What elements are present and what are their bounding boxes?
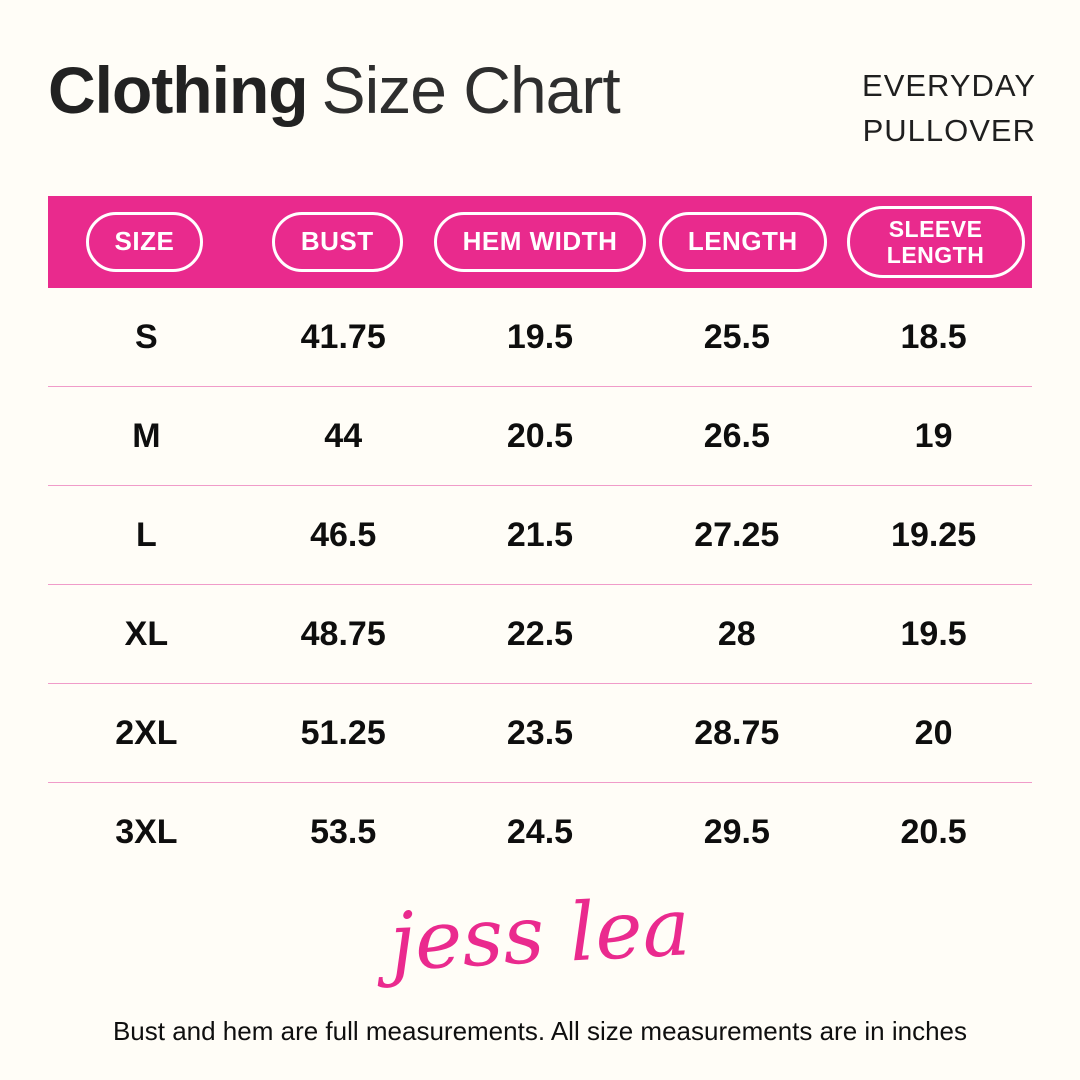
product-name-line1: EVERYDAY (862, 68, 1036, 103)
table-cell: 18.5 (900, 317, 967, 356)
table-cell: 19.5 (506, 317, 574, 356)
table-cell: 28.75 (694, 713, 780, 752)
column-pill-length: LENGTH (658, 212, 827, 272)
table-cell: 41.75 (300, 317, 386, 356)
table-cell: 29.5 (703, 812, 770, 851)
footer-note: Bust and hem are full measurements. All … (112, 1016, 968, 1046)
size-label: M (132, 416, 161, 455)
table-cell: 48.75 (300, 614, 386, 653)
table-cell: 19.5 (900, 614, 967, 653)
table-row: L 46.5 21.5 27.25 19.25 (48, 485, 1032, 584)
table-cell: 28 (717, 614, 756, 653)
table-cell: 46.5 (310, 515, 377, 554)
column-pill-hem-width: HEM WIDTH (433, 212, 647, 272)
table-cell: 23.5 (506, 713, 574, 752)
page-title-bold: Clothing (48, 53, 309, 127)
table-cell: 22.5 (506, 614, 574, 653)
product-name-line2: PULLOVER (862, 112, 1036, 148)
table-cell: 20.5 (506, 416, 574, 455)
size-label: S (135, 317, 158, 356)
size-label: 2XL (115, 713, 178, 752)
size-table: S 41.75 19.5 25.5 18.5 M 44 20.5 26.5 19… (48, 288, 1032, 881)
table-cell: 19.25 (891, 515, 977, 554)
table-cell: 44 (324, 416, 363, 455)
table-row: M 44 20.5 26.5 19 (48, 386, 1032, 485)
table-row: 3XL 53.5 24.5 29.5 20.5 (48, 782, 1032, 881)
table-cell: 25.5 (703, 317, 770, 356)
table-cell: 53.5 (310, 812, 377, 851)
table-cell: 20 (914, 713, 953, 752)
table-row: S 41.75 19.5 25.5 18.5 (48, 288, 1032, 386)
column-pill-size: SIZE (85, 212, 204, 272)
size-label: L (136, 515, 157, 554)
table-cell: 24.5 (506, 812, 574, 851)
size-label: XL (124, 614, 169, 653)
column-pill-bust: BUST (271, 212, 403, 272)
table-cell: 20.5 (900, 812, 967, 851)
table-cell: 26.5 (703, 416, 770, 455)
brand-logo: jess lea (387, 880, 693, 989)
table-cell: 19 (914, 416, 953, 455)
table-cell: 21.5 (506, 515, 574, 554)
product-name: EVERYDAY PULLOVER (862, 64, 1036, 154)
page-title-light: Size Chart (321, 53, 621, 127)
table-cell: 27.25 (694, 515, 780, 554)
table-row: XL 48.75 22.5 28 19.5 (48, 584, 1032, 683)
page-title: Clothing Size Chart (48, 52, 621, 128)
table-header-bar: SIZE BUST HEM WIDTH LENGTH SLEEVE LENGTH (48, 196, 1032, 288)
column-pill-sleeve-length: SLEEVE LENGTH (846, 205, 1025, 279)
table-row: 2XL 51.25 23.5 28.75 20 (48, 683, 1032, 782)
table-cell: 51.25 (300, 713, 386, 752)
size-label: 3XL (115, 812, 178, 851)
